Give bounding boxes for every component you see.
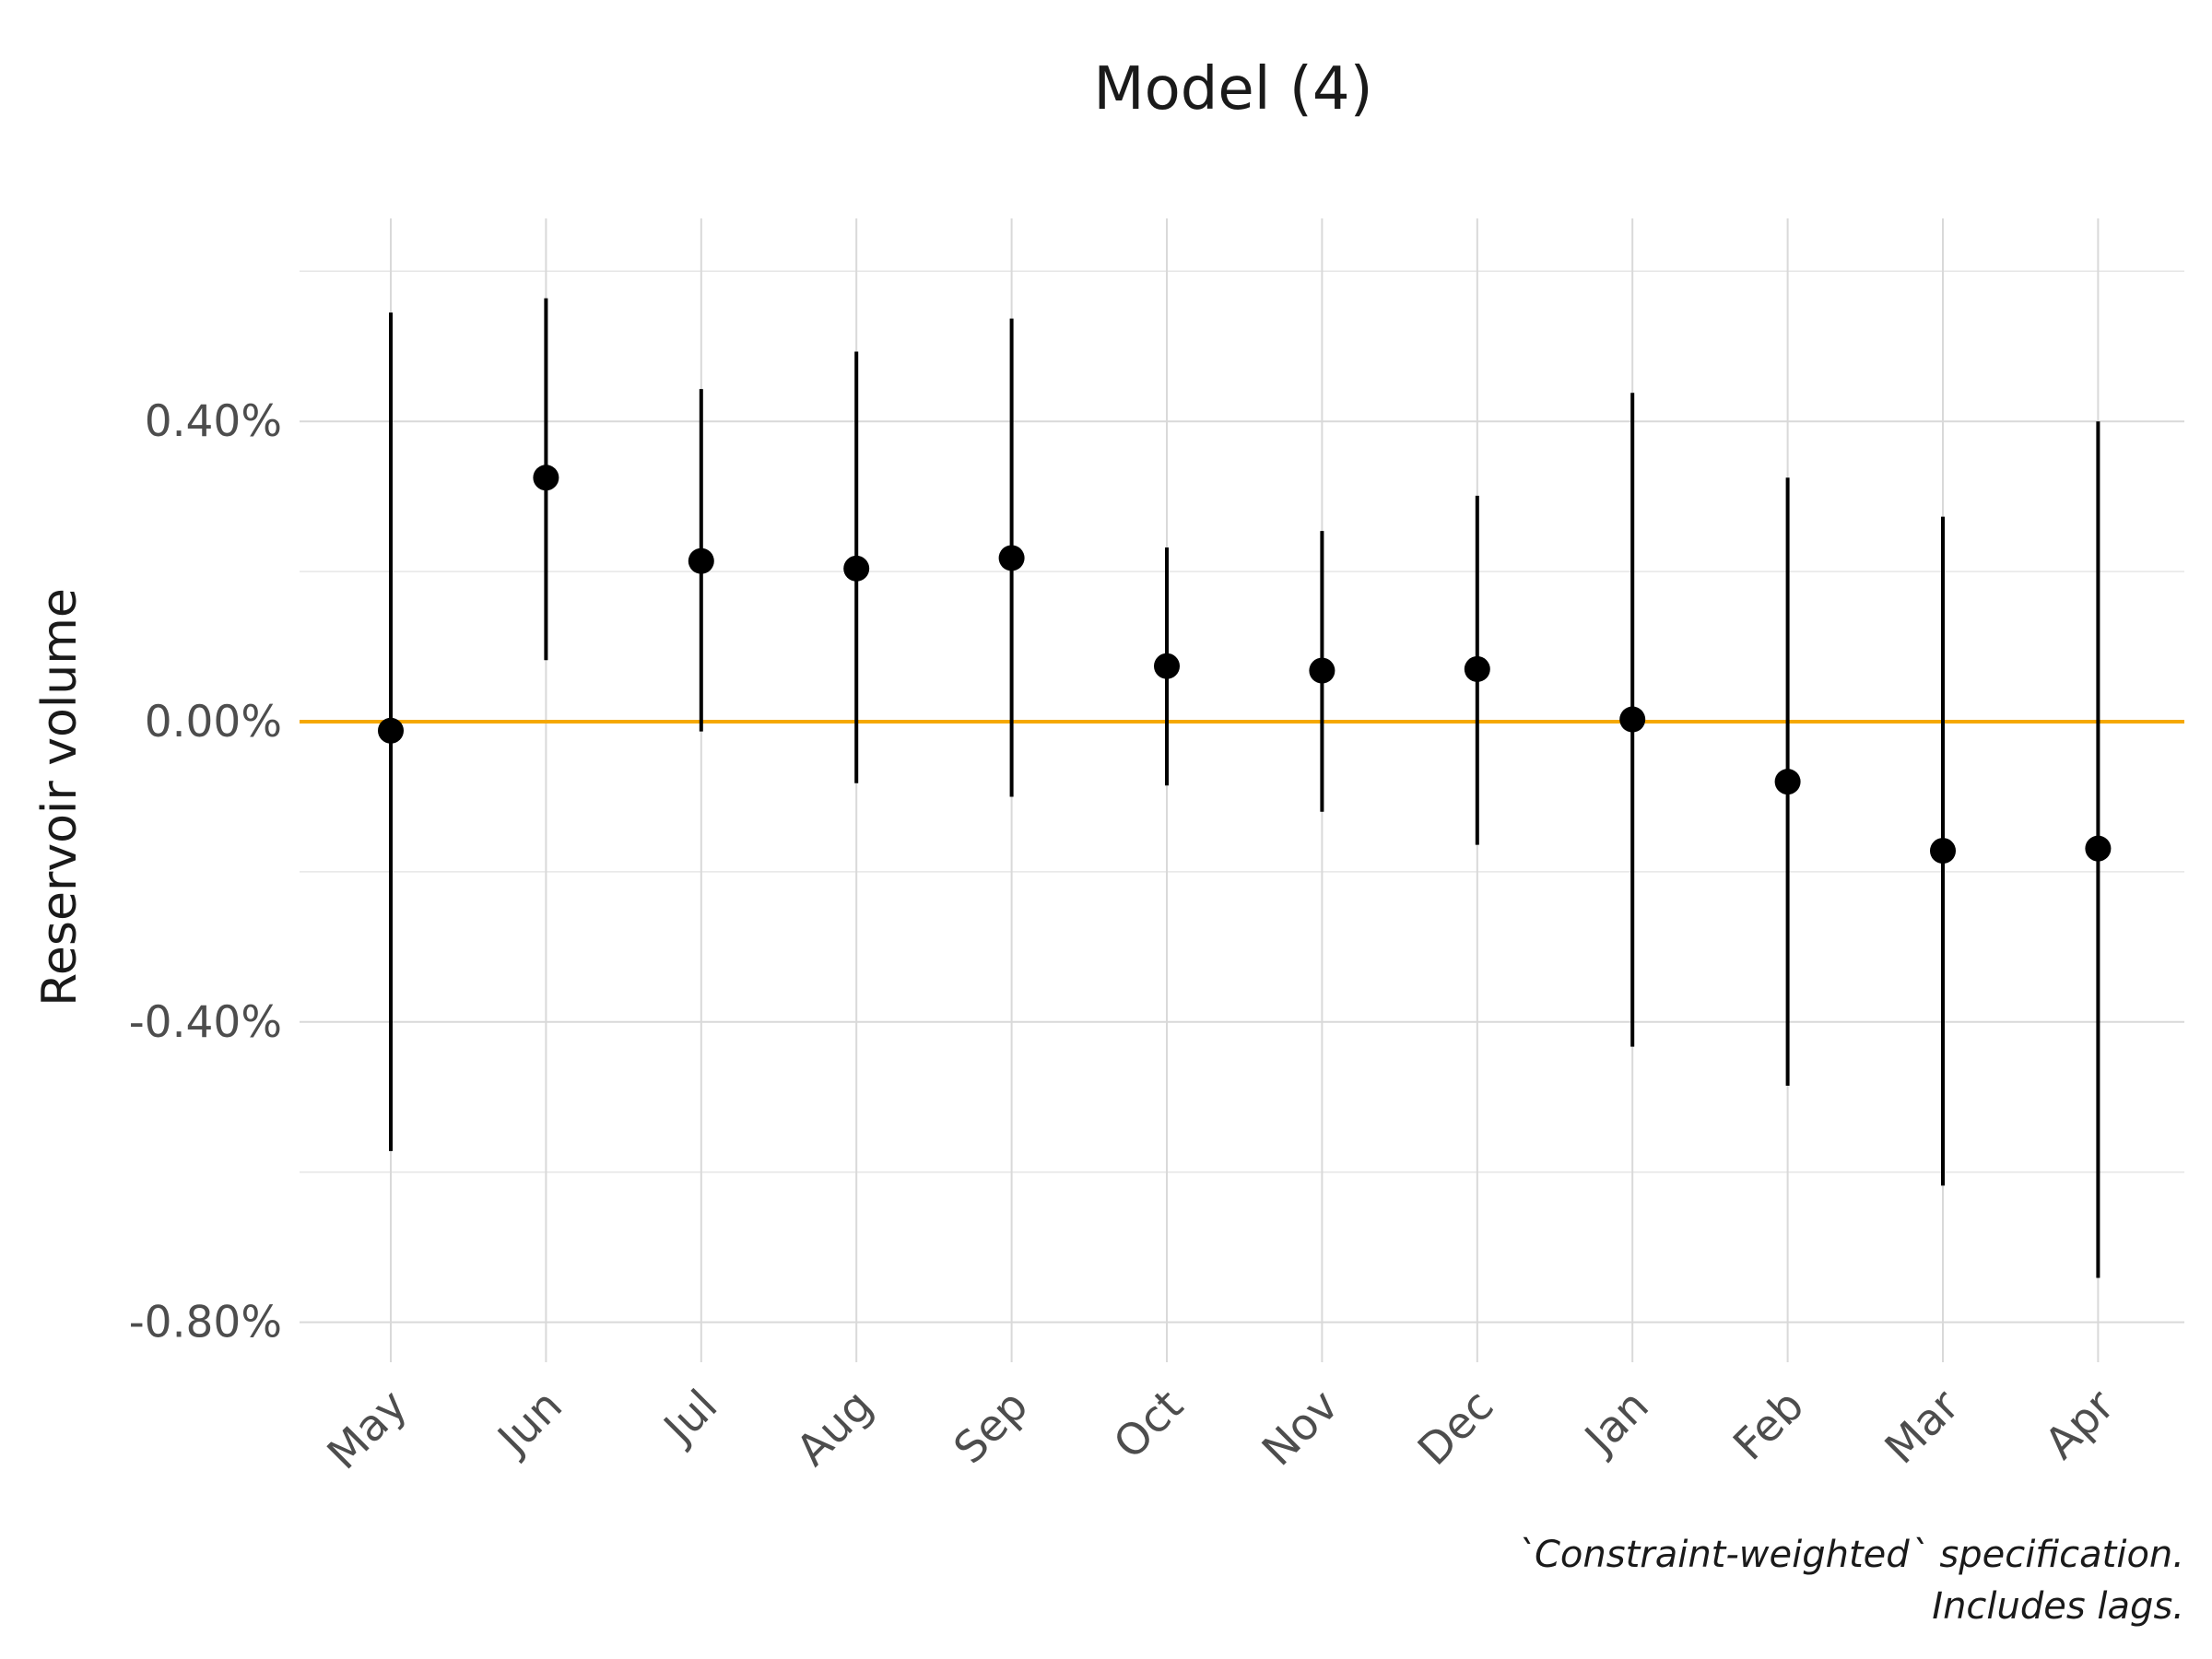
x-tick-label-jul: Jul	[653, 1381, 727, 1455]
y-tick-label: -0.40%	[129, 997, 282, 1048]
error-bars	[389, 298, 2100, 1278]
x-tick-label-jun: Jun	[487, 1381, 572, 1466]
x-tick-label-dec: Dec	[1408, 1381, 1503, 1476]
y-axis-tick-labels: -0.80% -0.40% 0.00% 0.40%	[129, 396, 282, 1347]
x-tick-label-mar: Mar	[1876, 1380, 1970, 1474]
gridlines	[300, 218, 2184, 1362]
x-axis-tick-labels: May Jun Jul Aug Sep Oct Nov Dec Jan Feb Mar Apr	[318, 1380, 2124, 1479]
point-jun	[533, 465, 559, 491]
point-aug	[843, 555, 870, 582]
point-mar	[1930, 838, 1956, 865]
point-dec	[1464, 655, 1490, 682]
y-axis-label: Reservoir volume	[32, 588, 88, 1006]
point-jul	[688, 547, 714, 574]
point-oct	[1154, 653, 1180, 679]
chart-title: Model (4)	[1093, 55, 1372, 124]
y-tick-label: 0.00%	[145, 697, 282, 747]
x-tick-label-sep: Sep	[945, 1381, 1039, 1475]
point-feb	[1774, 769, 1801, 795]
y-tick-label: 0.40%	[145, 396, 282, 447]
caption-line-1: `Constraint-weighted` specification.	[1516, 1534, 2184, 1576]
x-tick-label-jan: Jan	[1573, 1381, 1658, 1465]
x-tick-label-oct: Oct	[1104, 1381, 1193, 1469]
caption-line-2: Includes lags.	[1932, 1585, 2184, 1628]
point-nov	[1309, 657, 1335, 684]
point-may	[378, 717, 404, 744]
point-sep	[998, 545, 1025, 571]
x-tick-label-nov: Nov	[1253, 1381, 1348, 1477]
y-tick-label: -0.80%	[129, 1298, 282, 1348]
x-tick-label-may: May	[318, 1381, 418, 1480]
x-tick-label-apr: Apr	[2035, 1380, 2124, 1469]
x-tick-label-feb: Feb	[1724, 1381, 1814, 1471]
point-estimates	[378, 465, 2112, 865]
x-tick-label-aug: Aug	[787, 1381, 883, 1477]
point-jan	[1619, 706, 1646, 733]
point-apr	[2085, 835, 2112, 862]
